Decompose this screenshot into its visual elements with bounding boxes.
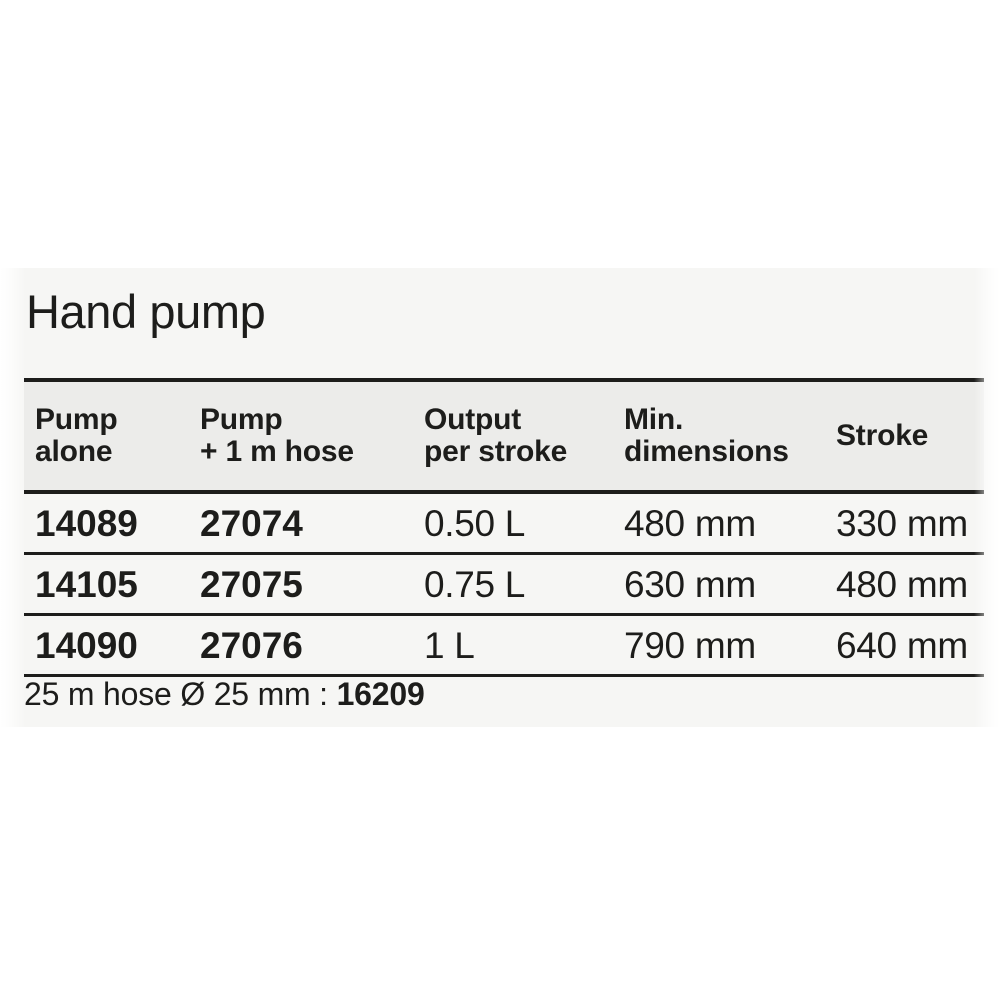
cell-pump-alone: 14090 [24, 614, 189, 677]
column-header-pump-plus-hose: Pump + 1 m hose [189, 378, 413, 494]
footnote-text: 25 m hose Ø 25 mm : [24, 676, 337, 712]
column-header-pump-plus-hose-line1: Pump [200, 402, 283, 436]
table-row: 14105 27075 0.75 L 630 mm 480 mm [24, 553, 984, 616]
cell-output-per-stroke: 0.75 L [413, 553, 613, 616]
column-header-stroke: Stroke [825, 378, 984, 494]
column-header-pump-alone-line1: Pump [35, 402, 118, 436]
table-row: 14090 27076 1 L 790 mm 640 mm [24, 614, 984, 677]
footnote-reference-code: 16209 [336, 676, 425, 712]
footnote: 25 m hose Ø 25 mm : 16209 [24, 678, 425, 710]
table-row: 14089 27074 0.50 L 480 mm 330 mm [24, 492, 984, 555]
table-header: Pump alone Pump + 1 m hose Output per st… [24, 378, 984, 494]
hand-pump-spec-table: Pump alone Pump + 1 m hose Output per st… [24, 378, 984, 677]
column-header-pump-alone-line2: alone [35, 435, 113, 468]
column-header-output-per-stroke-line1: Output [424, 402, 522, 436]
column-header-output-per-stroke: Output per stroke [413, 378, 613, 494]
content-panel: Hand pump Pump alone Pump + 1 m hose [0, 268, 1000, 727]
cell-pump-plus-hose: 27076 [189, 614, 413, 677]
cell-min-dimensions: 630 mm [613, 553, 825, 616]
table-body: 14089 27074 0.50 L 480 mm 330 mm 14105 2… [24, 492, 984, 677]
column-header-stroke-line1: Stroke [836, 418, 929, 452]
column-header-pump-plus-hose-line2: + 1 m hose [200, 435, 354, 468]
cell-output-per-stroke: 0.50 L [413, 492, 613, 555]
cell-pump-alone: 14105 [24, 553, 189, 616]
cell-stroke: 480 mm [825, 553, 984, 616]
cell-pump-plus-hose: 27075 [189, 553, 413, 616]
cell-min-dimensions: 790 mm [613, 614, 825, 677]
cell-output-per-stroke: 1 L [413, 614, 613, 677]
column-header-min-dimensions: Min. dimensions [613, 378, 825, 494]
page-title: Hand pump [26, 285, 266, 338]
cell-min-dimensions: 480 mm [613, 492, 825, 555]
column-header-min-dimensions-line1: Min. [624, 402, 684, 436]
column-header-output-per-stroke-line2: per stroke [424, 435, 568, 468]
cell-pump-alone: 14089 [24, 492, 189, 555]
table-header-row: Pump alone Pump + 1 m hose Output per st… [24, 378, 984, 494]
column-header-pump-alone: Pump alone [24, 378, 189, 494]
cell-stroke: 330 mm [825, 492, 984, 555]
column-header-min-dimensions-line2: dimensions [624, 435, 789, 468]
cell-stroke: 640 mm [825, 614, 984, 677]
cell-pump-plus-hose: 27074 [189, 492, 413, 555]
